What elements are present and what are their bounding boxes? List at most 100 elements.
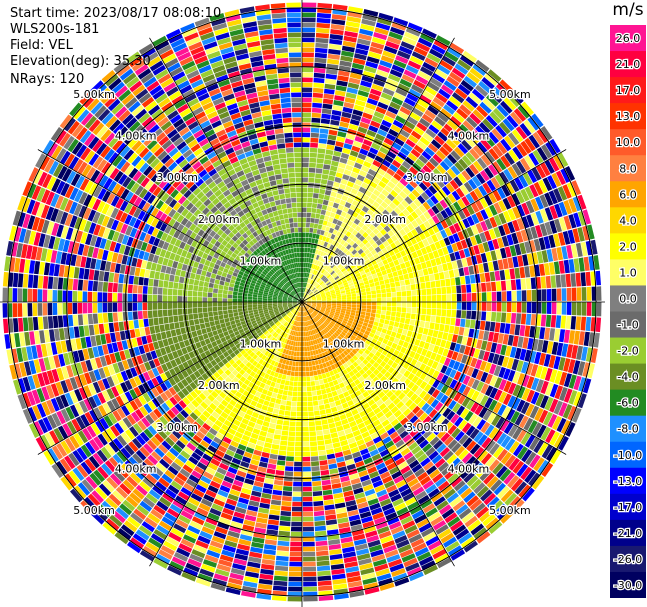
- range-gate: [348, 155, 357, 162]
- range-gate: [415, 75, 429, 85]
- range-gate: [302, 292, 303, 297]
- range-gate: [358, 267, 364, 273]
- range-gate: [404, 336, 411, 343]
- range-gate: [262, 447, 271, 454]
- range-gate: [325, 237, 330, 243]
- range-gate: [307, 283, 310, 289]
- range-gate: [456, 405, 466, 416]
- range-gate: [494, 377, 503, 389]
- range-gate: [502, 356, 510, 368]
- range-gate: [306, 302, 312, 304]
- range-gate: [321, 419, 328, 425]
- range-gate: [357, 422, 366, 430]
- range-gate: [355, 358, 362, 365]
- range-gate: [484, 272, 491, 282]
- range-gate: [303, 581, 317, 587]
- range-gate: [377, 427, 387, 436]
- range-gate: [577, 194, 587, 210]
- range-gate: [412, 486, 425, 496]
- range-gate: [499, 79, 513, 93]
- range-gate: [484, 151, 496, 164]
- range-gate: [302, 122, 311, 128]
- range-gate: [324, 190, 332, 196]
- range-gate: [303, 272, 305, 278]
- range-gate: [287, 441, 295, 447]
- range-gate: [518, 174, 529, 188]
- range-gate: [503, 380, 512, 393]
- range-gate: [401, 102, 414, 111]
- range-gate: [362, 358, 369, 365]
- range-gate: [434, 68, 448, 80]
- range-gate: [465, 116, 478, 128]
- range-gate: [319, 251, 324, 257]
- range-gate: [276, 550, 289, 557]
- range-gate: [302, 456, 311, 462]
- range-gate: [323, 285, 328, 290]
- range-gate: [449, 214, 458, 225]
- range-gate: [352, 236, 359, 243]
- range-gate: [369, 358, 376, 365]
- range-gate: [483, 492, 497, 506]
- range-gate: [287, 446, 295, 452]
- range-gate: [431, 308, 437, 316]
- range-gate: [373, 253, 380, 260]
- range-gate: [290, 526, 302, 532]
- range-gate: [431, 44, 446, 55]
- range-gate: [273, 479, 284, 486]
- range-gate: [315, 322, 320, 327]
- range-gate: [419, 94, 432, 105]
- range-gate: [381, 176, 390, 185]
- range-gate: [386, 462, 397, 471]
- range-gate: [427, 227, 435, 236]
- range-gate: [362, 333, 369, 339]
- range-gate: [396, 291, 402, 297]
- range-gate: [313, 495, 323, 502]
- range-gate: [380, 432, 389, 440]
- range-gate: [553, 261, 560, 275]
- range-gate: [391, 21, 407, 31]
- range-gate: [348, 337, 355, 343]
- range-gate: [514, 267, 521, 279]
- range-gate: [573, 212, 582, 228]
- range-gate: [485, 440, 496, 452]
- range-gate: [367, 411, 376, 419]
- range-gate: [314, 291, 319, 295]
- range-gate: [302, 22, 316, 28]
- range-gate: [482, 513, 496, 527]
- range-gate: [477, 243, 485, 254]
- range-gate: [350, 188, 359, 195]
- range-gate: [359, 410, 367, 418]
- range-gate: [359, 121, 370, 129]
- range-gate: [366, 308, 372, 313]
- range-gate: [397, 133, 408, 143]
- range-gate: [384, 185, 393, 193]
- range-gate: [461, 284, 467, 293]
- range-gate: [395, 332, 402, 339]
- range-gate: [323, 231, 329, 237]
- range-gate: [425, 350, 433, 359]
- range-gate: [337, 131, 347, 138]
- range-gate: [328, 238, 334, 244]
- range-gate: [498, 366, 506, 378]
- range-gate: [345, 311, 351, 315]
- range-gate: [315, 173, 322, 179]
- range-gate: [429, 274, 435, 282]
- range-gate: [330, 335, 336, 341]
- range-gate: [419, 439, 429, 449]
- range-gate: [492, 332, 499, 343]
- range-gate: [368, 279, 374, 284]
- range-gate: [489, 443, 500, 456]
- range-gate: [395, 194, 404, 203]
- range-gate: [386, 484, 398, 493]
- range-gate: [376, 326, 383, 332]
- range-gate: [325, 514, 337, 521]
- range-gate: [307, 202, 312, 208]
- range-gate: [397, 110, 409, 120]
- range-gate: [498, 200, 507, 212]
- range-gate: [322, 199, 329, 206]
- range-gate: [463, 327, 470, 337]
- range-gate: [433, 496, 446, 507]
- range-gate: [308, 361, 313, 367]
- range-gate: [490, 479, 503, 492]
- range-gate: [462, 50, 477, 63]
